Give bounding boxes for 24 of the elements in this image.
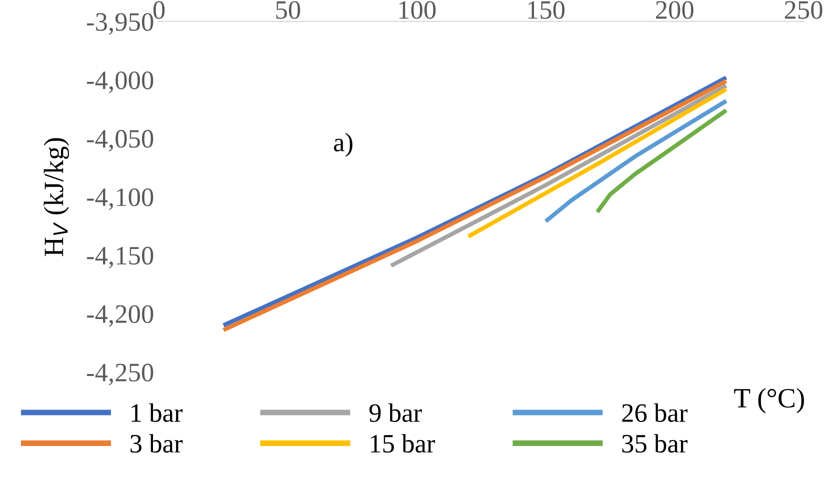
x-tick-label: 150 <box>528 1 565 19</box>
y-tick-label: -4,200 <box>86 305 154 327</box>
legend-label: 3 bar <box>130 434 183 453</box>
legend-label: 1 bar <box>132 403 183 422</box>
legend-label: 9 bar <box>369 403 422 422</box>
legend-label: 15 bar <box>370 434 436 453</box>
annotation: a) <box>334 132 352 157</box>
x-tick-label: 50 <box>276 1 300 19</box>
line-series <box>595 108 728 214</box>
y-tick-label: -3,950 <box>86 13 154 35</box>
x-tick-label: 250 <box>784 1 822 19</box>
legend-label: 35 bar <box>622 434 688 453</box>
y-axis-title: H$_{V}$ (kJ/kg) <box>44 138 70 256</box>
y-tick-label: -4,050 <box>86 130 154 152</box>
line-series <box>544 98 728 224</box>
y-tick-label: -4,100 <box>86 188 154 210</box>
y-tick-label: -4,000 <box>86 72 154 94</box>
y-tick-label: -4,150 <box>86 246 154 268</box>
legend-label: 26 bar <box>622 403 688 422</box>
y-tick-label: -4,250 <box>86 364 154 386</box>
x-axis-title: T (°C) <box>734 388 804 414</box>
x-tick-label: 0 <box>153 1 165 19</box>
x-tick-label: 100 <box>399 1 436 19</box>
x-tick-label: 200 <box>656 1 694 19</box>
